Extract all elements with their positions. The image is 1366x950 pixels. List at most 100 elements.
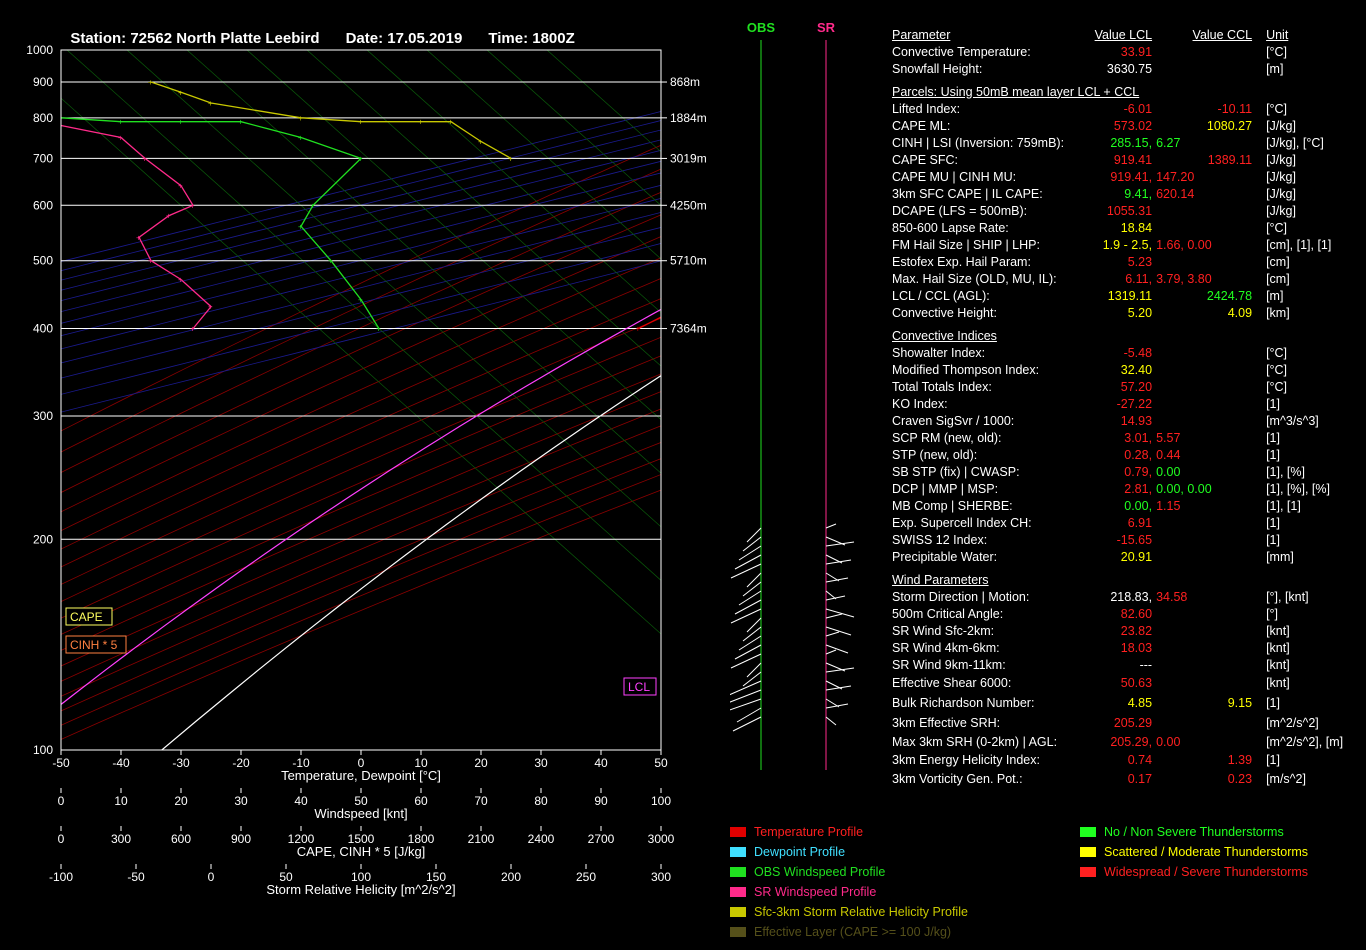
table-row: Craven SigSvr / 1000: 14.93 [m^3/s^3] [892,412,1343,429]
mixing-ratio-line [186,50,661,474]
value-ccl [1152,253,1252,270]
isotherm-line [661,35,720,50]
obs-wind-barb [730,698,762,711]
value-ccl: 620.14 [1156,186,1195,201]
parameter-label: Effective Shear 6000: [892,676,1012,690]
sr-wind-barb [825,541,855,547]
temp-tick-label: -30 [172,756,190,770]
parameter-label: SR Wind 9km-11km: [892,657,1006,672]
value-ccl [1152,622,1252,639]
value-lcl: 5.20 [1127,305,1153,320]
temp-tick-label: 0 [358,756,365,770]
secondary-axis-tick-label: 200 [501,870,521,884]
legend-right-item: Scattered / Moderate Thunderstorms [1080,842,1308,862]
isotherm-line [0,35,356,50]
unit-label: [knt] [1266,676,1290,690]
pressure-tick-label: 400 [33,322,53,336]
mixing-ratio-line [66,50,661,581]
dry-adiabat [61,317,661,585]
parameter-label: CAPE MU | CINH MU: [892,169,1017,184]
value-lcl: 9.41, [1124,186,1153,201]
sr-wind-barb [825,523,837,529]
isotherm-line [541,50,561,51]
table-row: SR Wind 4km-6km: 18.03 [knt] [892,639,1343,656]
isotherm-line [0,35,656,50]
secondary-axis-tick-label: 60 [414,794,428,808]
parameter-label: 3km SFC CAPE | IL CAPE: [892,186,1043,201]
obs-wind-barb [734,554,762,570]
sr-wind-barb [825,559,852,565]
moist-adiabat [61,184,661,337]
isotherm-line [0,35,536,50]
mixing-ratio-line [126,50,661,528]
unit-label: [1] [1266,396,1280,411]
legend-swatch [1080,867,1096,877]
obs-wind-barb [730,608,762,624]
unit-label: [1], [%], [%] [1266,481,1330,496]
time-label: Time: 1800Z [488,30,575,47]
value-ccl [1152,378,1252,395]
sr-windspeed-profile-line-marker: + [208,303,213,312]
table-row: SCP RM (new, old): 3.01, 5.57 [1] [892,429,1343,446]
unit-label: [J/kg] [1266,203,1296,218]
value-ccl [1152,713,1252,733]
dry-adiabat [61,458,661,712]
table-row: Showalter Index: -5.48 [°C] [892,344,1343,361]
pressure-tick-label: 600 [33,198,53,212]
table-row: CAPE SFC: 919.41 1389.11 [J/kg] [892,151,1343,168]
value-ccl: 0.23 [1227,771,1253,786]
unit-label: [°C] [1266,44,1288,59]
sr-wind-barb [825,590,837,600]
value-lcl: 33.91 [1120,44,1153,59]
legend-swatch [730,927,746,937]
parameter-label: SB STP (fix) | CWASP: [892,464,1020,479]
parameter-label: Convective Temperature: [892,44,1031,59]
obs-wind-barb [742,536,762,552]
srh-profile-line [150,81,512,159]
table-row: Precipitable Water: 20.91 [mm] [892,548,1343,565]
obs-windspeed-profile-line-marker: + [358,154,363,163]
sr-windspeed-profile-line-marker: + [58,122,63,131]
value-ccl [1152,548,1252,565]
legend-swatch [730,887,746,897]
parameter-label: CINH | LSI (Inversion: 759mB): [892,135,1065,150]
dry-adiabat [61,425,661,682]
moist-adiabat [61,139,661,291]
legend-label: Effective Layer (CAPE >= 100 J/kg) [754,925,952,939]
table-row: Max. Hail Size (OLD, MU, IL): 6.11, 3.79, … [892,270,1343,287]
parameter-label: Max. Hail Size (OLD, MU, IL): [892,271,1057,286]
value-ccl [1152,43,1252,60]
legend-label: OBS Windspeed Profile [754,865,886,879]
value-ccl: 9.15 [1227,696,1253,710]
table-row: DCAPE (LFS = 500mB): 1055.31 [J/kg] [892,202,1343,219]
legend-label: Dewpoint Profile [754,845,846,859]
parameter-label: Precipitable Water: [892,549,998,564]
value-lcl: 0.28, [1124,447,1153,462]
unit-label: [cm], [1], [1] [1266,237,1332,252]
unit-label: [°C] [1266,345,1288,360]
skewt-chart: ++++++++++++++++++++++++++++++++++++++++… [0,35,720,897]
unit-label: [knt] [1266,657,1290,672]
moist-adiabat [61,260,661,413]
table-header-row: Parameter Value LCL Value CCL Unit [892,26,1343,43]
sr-windspeed-profile-line-marker: + [190,325,195,334]
srh-profile-line-marker: + [208,99,213,108]
unit-label: [1] [1266,753,1280,767]
height-tick-label: 3019m [670,151,707,165]
srh-profile-line-marker: + [178,88,183,97]
parameter-label: Estofex Exp. Hail Param: [892,254,1031,269]
isotherm-line [361,50,381,51]
sr-windspeed-profile-line [61,124,212,330]
value-ccl: 1389.11 [1207,152,1253,167]
parameter-label: Lifted Index: [892,101,961,116]
obs-windspeed-profile-line-marker: + [328,257,333,266]
unit-label: [1] [1266,430,1280,445]
secondary-axis-tick-label: -50 [127,870,145,884]
parameter-label: SWISS 12 Index: [892,532,988,547]
value-lcl: -6.01 [1123,101,1153,116]
unit-label: [m^2/s^2], [m] [1266,734,1344,749]
unit-label: [J/kg] [1266,152,1296,167]
value-lcl: -5.48 [1123,345,1153,360]
parameter-label: FM Hail Size | SHIP | LHP: [892,237,1040,252]
legend-right: No / Non Severe Thunderstorms Scattered /… [1080,822,1308,882]
